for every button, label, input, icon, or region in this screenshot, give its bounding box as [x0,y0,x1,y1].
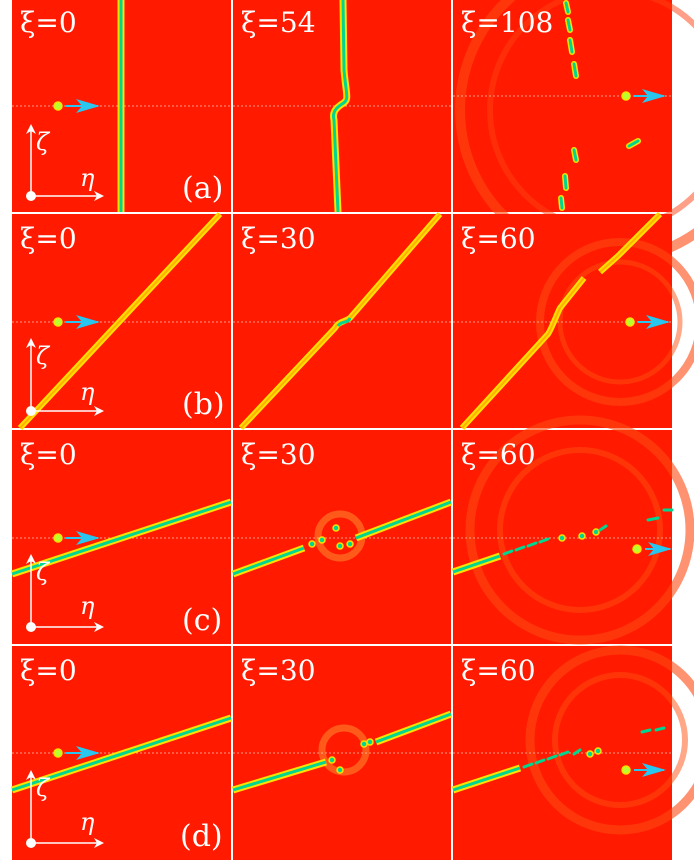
row-d: ξ=0 ζ η (d) ξ=30 [10,645,694,860]
axis-label-zeta: ζ [36,558,51,586]
panel-d1: ξ=0 ζ η (d) [10,646,233,860]
time-label: ξ=0 [20,6,77,39]
time-label: ξ=108 [461,6,553,39]
axis-label-zeta: ζ [36,774,51,802]
panel-c2: ξ=30 [231,430,453,644]
axis-label-eta: η [80,592,95,620]
soliton [53,533,63,543]
time-label: ξ=0 [20,438,77,471]
row-label: (b) [182,387,225,422]
axis-label-zeta: ζ [36,128,51,156]
row-c: ξ=0 ζ η (c) [10,415,694,645]
time-label: ξ=60 [461,438,536,471]
wave-fragments [558,0,641,211]
wave-fragments [308,524,354,550]
panel-b3: ξ=60 [453,211,694,431]
time-label: ξ=0 [20,222,77,255]
panel-b2: ξ=30 [233,212,451,431]
soliton [621,91,631,101]
axis-label-zeta: ζ [36,342,51,370]
axis-label-eta: η [80,378,95,406]
wave-fragments [328,738,374,774]
row-b: ξ=0 ζ η (b) ξ=30 [12,211,694,431]
time-label: ξ=30 [241,222,316,255]
time-label: ξ=30 [241,654,316,687]
axes-icon: ζ η [26,770,104,848]
axes-icon: ζ η [26,554,104,632]
panel-c1: ξ=0 ζ η (c) [10,430,233,644]
row-a: ξ=0 ζ η (a) ξ=54 [12,0,694,265]
axis-label-eta: η [80,164,95,192]
panel-a1: ξ=0 ζ η (a) [12,0,231,212]
panel-a3: ξ=108 [453,0,694,265]
axis-label-eta: η [80,808,95,836]
soliton [53,748,63,758]
time-label: ξ=60 [461,222,536,255]
panel-b1: ξ=0 ζ η (b) [12,211,231,431]
time-label: ξ=30 [241,438,316,471]
wave-fragments [522,726,666,769]
panel-a2: ξ=54 [233,0,451,213]
soliton [632,544,642,554]
soliton [621,765,631,775]
time-label: ξ=60 [461,654,536,687]
time-label: ξ=0 [20,654,77,687]
axes-icon: ζ η [26,124,104,201]
row-label: (d) [180,819,223,854]
panel-c3: ξ=60 [451,415,694,645]
row-label: (a) [182,171,223,206]
row-label: (c) [182,603,222,638]
panel-d3: ξ=60 [451,645,694,860]
soliton [53,101,63,111]
panel-d2: ξ=30 [231,646,453,860]
wave-fragments [502,508,674,556]
axes-icon: ζ η [26,338,104,416]
time-label: ξ=54 [241,6,316,39]
soliton [53,317,63,327]
soliton [625,317,635,327]
